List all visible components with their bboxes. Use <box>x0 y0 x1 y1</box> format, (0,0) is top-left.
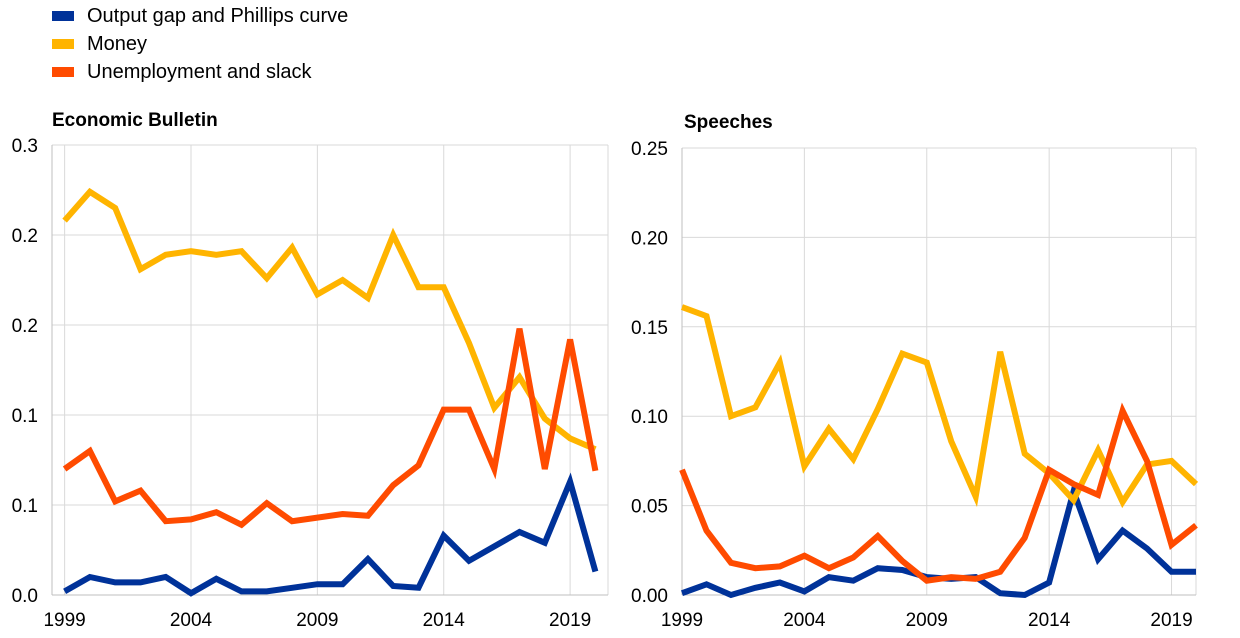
y-tick-label: 0.25 <box>631 139 668 160</box>
chart-title: Speeches <box>684 112 773 133</box>
chart-panel: Speeches 0.00 0.05 0.10 0.15 0.20 0.25 1999 2004… <box>631 112 1199 631</box>
y-tick-label: 0.10 <box>631 407 668 428</box>
y-tick-label: 0.20 <box>631 228 668 249</box>
y-tick-label: 0.2 <box>12 316 38 337</box>
chart-panel: Economic Bulletin 0.0 0.1 0.1 0.2 0.2 0.3 1999 2… <box>12 110 609 631</box>
legend-label: Unemployment and slack <box>87 61 312 83</box>
y-tick-label: 0.3 <box>12 136 38 157</box>
y-tick-label: 0.1 <box>12 406 38 427</box>
y-tick-label: 0.15 <box>631 318 668 339</box>
x-tick-label: 2009 <box>906 610 948 631</box>
series-line-money <box>680 304 1199 509</box>
legend-label: Money <box>87 33 148 55</box>
x-tick-label: 1999 <box>661 610 703 631</box>
series-line-money <box>62 187 597 452</box>
x-tick-label: 2014 <box>423 610 466 631</box>
x-tick-label: 1999 <box>43 610 85 631</box>
x-tick-label: 2014 <box>1028 610 1071 631</box>
x-tick-label: 2019 <box>1150 610 1192 631</box>
series-line-unemployment-and-slack <box>679 402 1198 584</box>
chart-title: Economic Bulletin <box>52 110 218 131</box>
y-tick-label: 0.2 <box>12 226 38 247</box>
y-tick-label: 0.05 <box>631 497 668 518</box>
y-tick-label: 0.0 <box>12 586 38 607</box>
x-tick-label: 2004 <box>783 610 826 631</box>
x-tick-label: 2009 <box>296 610 338 631</box>
x-tick-label: 2004 <box>170 610 213 631</box>
legend-swatch <box>52 11 74 21</box>
x-tick-label: 2019 <box>549 610 591 631</box>
series-line-output-gap-and-phillips-curve <box>63 472 599 597</box>
y-tick-label: 0.00 <box>631 586 668 607</box>
legend-swatch <box>52 67 74 77</box>
legend-swatch <box>52 39 74 49</box>
series-line-unemployment-and-slack <box>62 328 599 529</box>
y-tick-label: 0.1 <box>12 496 38 517</box>
legend-label: Output gap and Phillips curve <box>87 5 349 27</box>
